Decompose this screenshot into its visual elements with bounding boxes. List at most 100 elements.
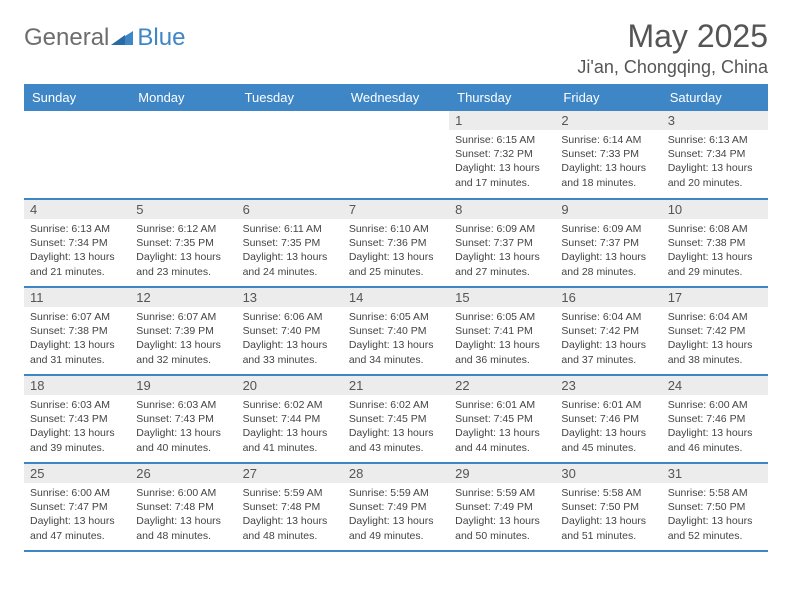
daylight-text: Daylight: 13 hours and 18 minutes. <box>561 161 655 189</box>
day-number: 1 <box>449 111 555 130</box>
sunrise-text: Sunrise: 6:03 AM <box>136 398 230 412</box>
sunset-text: Sunset: 7:44 PM <box>243 412 337 426</box>
sunset-text: Sunset: 7:50 PM <box>668 500 762 514</box>
day-details: Sunrise: 6:04 AMSunset: 7:42 PMDaylight:… <box>555 307 661 371</box>
calendar-day-cell: 8Sunrise: 6:09 AMSunset: 7:37 PMDaylight… <box>449 199 555 287</box>
calendar-day-cell: 1Sunrise: 6:15 AMSunset: 7:32 PMDaylight… <box>449 111 555 199</box>
location-label: Ji'an, Chongqing, China <box>577 57 768 78</box>
day-details: Sunrise: 6:12 AMSunset: 7:35 PMDaylight:… <box>130 219 236 283</box>
daylight-text: Daylight: 13 hours and 32 minutes. <box>136 338 230 366</box>
calendar-day-cell: 26Sunrise: 6:00 AMSunset: 7:48 PMDayligh… <box>130 463 236 551</box>
day-number: 31 <box>662 464 768 483</box>
day-number: 20 <box>237 376 343 395</box>
calendar-day-cell: 13Sunrise: 6:06 AMSunset: 7:40 PMDayligh… <box>237 287 343 375</box>
day-details: Sunrise: 5:59 AMSunset: 7:49 PMDaylight:… <box>449 483 555 547</box>
calendar-week-row: 25Sunrise: 6:00 AMSunset: 7:47 PMDayligh… <box>24 463 768 551</box>
weekday-header: Saturday <box>662 84 768 111</box>
calendar-week-row: 18Sunrise: 6:03 AMSunset: 7:43 PMDayligh… <box>24 375 768 463</box>
title-block: May 2025 Ji'an, Chongqing, China <box>577 18 768 78</box>
calendar-day-cell: 30Sunrise: 5:58 AMSunset: 7:50 PMDayligh… <box>555 463 661 551</box>
weekday-header: Wednesday <box>343 84 449 111</box>
daylight-text: Daylight: 13 hours and 21 minutes. <box>30 250 124 278</box>
day-number: 10 <box>662 200 768 219</box>
day-number: 3 <box>662 111 768 130</box>
calendar-day-cell: 17Sunrise: 6:04 AMSunset: 7:42 PMDayligh… <box>662 287 768 375</box>
day-number: 22 <box>449 376 555 395</box>
sunset-text: Sunset: 7:47 PM <box>30 500 124 514</box>
sunrise-text: Sunrise: 6:13 AM <box>668 133 762 147</box>
sunrise-text: Sunrise: 5:59 AM <box>243 486 337 500</box>
sunset-text: Sunset: 7:42 PM <box>668 324 762 338</box>
sunrise-text: Sunrise: 6:10 AM <box>349 222 443 236</box>
day-details: Sunrise: 6:00 AMSunset: 7:48 PMDaylight:… <box>130 483 236 547</box>
daylight-text: Daylight: 13 hours and 31 minutes. <box>30 338 124 366</box>
day-details: Sunrise: 6:05 AMSunset: 7:41 PMDaylight:… <box>449 307 555 371</box>
daylight-text: Daylight: 13 hours and 34 minutes. <box>349 338 443 366</box>
day-number: 24 <box>662 376 768 395</box>
daylight-text: Daylight: 13 hours and 50 minutes. <box>455 514 549 542</box>
sunset-text: Sunset: 7:49 PM <box>455 500 549 514</box>
day-number <box>130 111 236 115</box>
day-details: Sunrise: 6:13 AMSunset: 7:34 PMDaylight:… <box>24 219 130 283</box>
sunrise-text: Sunrise: 6:15 AM <box>455 133 549 147</box>
day-details: Sunrise: 6:11 AMSunset: 7:35 PMDaylight:… <box>237 219 343 283</box>
calendar-day-cell: 15Sunrise: 6:05 AMSunset: 7:41 PMDayligh… <box>449 287 555 375</box>
sunset-text: Sunset: 7:40 PM <box>243 324 337 338</box>
day-details: Sunrise: 6:00 AMSunset: 7:47 PMDaylight:… <box>24 483 130 547</box>
day-details: Sunrise: 6:03 AMSunset: 7:43 PMDaylight:… <box>130 395 236 459</box>
day-details: Sunrise: 6:15 AMSunset: 7:32 PMDaylight:… <box>449 130 555 194</box>
day-number: 17 <box>662 288 768 307</box>
calendar-day-cell: 27Sunrise: 5:59 AMSunset: 7:48 PMDayligh… <box>237 463 343 551</box>
calendar-day-cell <box>130 111 236 199</box>
daylight-text: Daylight: 13 hours and 40 minutes. <box>136 426 230 454</box>
daylight-text: Daylight: 13 hours and 23 minutes. <box>136 250 230 278</box>
sunset-text: Sunset: 7:38 PM <box>668 236 762 250</box>
sunrise-text: Sunrise: 6:03 AM <box>30 398 124 412</box>
sunset-text: Sunset: 7:34 PM <box>30 236 124 250</box>
day-details: Sunrise: 6:07 AMSunset: 7:39 PMDaylight:… <box>130 307 236 371</box>
calendar-day-cell <box>237 111 343 199</box>
day-number: 4 <box>24 200 130 219</box>
sunset-text: Sunset: 7:38 PM <box>30 324 124 338</box>
day-number: 5 <box>130 200 236 219</box>
calendar-day-cell: 10Sunrise: 6:08 AMSunset: 7:38 PMDayligh… <box>662 199 768 287</box>
day-details: Sunrise: 6:09 AMSunset: 7:37 PMDaylight:… <box>449 219 555 283</box>
day-details: Sunrise: 6:03 AMSunset: 7:43 PMDaylight:… <box>24 395 130 459</box>
calendar-day-cell: 12Sunrise: 6:07 AMSunset: 7:39 PMDayligh… <box>130 287 236 375</box>
day-details: Sunrise: 6:00 AMSunset: 7:46 PMDaylight:… <box>662 395 768 459</box>
daylight-text: Daylight: 13 hours and 36 minutes. <box>455 338 549 366</box>
sunset-text: Sunset: 7:46 PM <box>668 412 762 426</box>
daylight-text: Daylight: 13 hours and 17 minutes. <box>455 161 549 189</box>
day-details: Sunrise: 6:01 AMSunset: 7:46 PMDaylight:… <box>555 395 661 459</box>
weekday-header: Friday <box>555 84 661 111</box>
sunrise-text: Sunrise: 6:05 AM <box>455 310 549 324</box>
day-details: Sunrise: 6:14 AMSunset: 7:33 PMDaylight:… <box>555 130 661 194</box>
calendar-table: Sunday Monday Tuesday Wednesday Thursday… <box>24 84 768 552</box>
brand-text-blue: Blue <box>137 24 185 52</box>
calendar-day-cell: 21Sunrise: 6:02 AMSunset: 7:45 PMDayligh… <box>343 375 449 463</box>
daylight-text: Daylight: 13 hours and 43 minutes. <box>349 426 443 454</box>
day-number: 27 <box>237 464 343 483</box>
day-number: 9 <box>555 200 661 219</box>
day-number: 23 <box>555 376 661 395</box>
sunrise-text: Sunrise: 6:14 AM <box>561 133 655 147</box>
day-number: 13 <box>237 288 343 307</box>
daylight-text: Daylight: 13 hours and 44 minutes. <box>455 426 549 454</box>
day-details: Sunrise: 5:58 AMSunset: 7:50 PMDaylight:… <box>555 483 661 547</box>
daylight-text: Daylight: 13 hours and 39 minutes. <box>30 426 124 454</box>
day-details: Sunrise: 6:09 AMSunset: 7:37 PMDaylight:… <box>555 219 661 283</box>
sunset-text: Sunset: 7:39 PM <box>136 324 230 338</box>
day-number: 14 <box>343 288 449 307</box>
calendar-day-cell: 31Sunrise: 5:58 AMSunset: 7:50 PMDayligh… <box>662 463 768 551</box>
sunset-text: Sunset: 7:37 PM <box>561 236 655 250</box>
calendar-day-cell: 7Sunrise: 6:10 AMSunset: 7:36 PMDaylight… <box>343 199 449 287</box>
sunrise-text: Sunrise: 6:01 AM <box>561 398 655 412</box>
day-number: 8 <box>449 200 555 219</box>
sunrise-text: Sunrise: 5:59 AM <box>455 486 549 500</box>
sunrise-text: Sunrise: 6:07 AM <box>136 310 230 324</box>
day-number: 21 <box>343 376 449 395</box>
sunset-text: Sunset: 7:50 PM <box>561 500 655 514</box>
sunrise-text: Sunrise: 6:04 AM <box>561 310 655 324</box>
sunrise-text: Sunrise: 5:59 AM <box>349 486 443 500</box>
day-details: Sunrise: 5:59 AMSunset: 7:49 PMDaylight:… <box>343 483 449 547</box>
